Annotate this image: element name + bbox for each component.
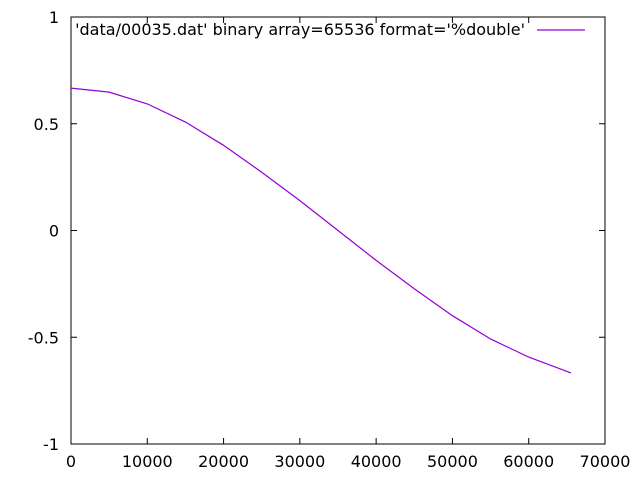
y-tick-label: -0.5	[28, 328, 59, 347]
x-tick-label: 40000	[351, 452, 402, 471]
y-tick-label: 1	[49, 8, 59, 27]
x-tick-label: 60000	[503, 452, 554, 471]
y-tick-label: -1	[43, 435, 59, 454]
y-axis: -1 -0.5 0 0.5 1	[28, 8, 605, 454]
y-tick-label: 0.5	[34, 115, 59, 134]
series-line	[70, 87, 572, 374]
series-layer	[70, 87, 572, 374]
y-tick-label: 0	[49, 222, 59, 241]
x-tick-label: 20000	[198, 452, 249, 471]
x-tick-label: 0	[66, 452, 76, 471]
x-axis: 0 10000 20000 30000 40000 50000 60000 70000	[66, 17, 631, 471]
x-tick-label: 30000	[274, 452, 325, 471]
x-tick-label: 10000	[122, 452, 173, 471]
legend: 'data/00035.dat' binary array=65536 form…	[75, 20, 585, 39]
legend-entry-label: 'data/00035.dat' binary array=65536 form…	[75, 20, 525, 39]
x-tick-label: 50000	[427, 452, 478, 471]
x-tick-label: 70000	[580, 452, 631, 471]
